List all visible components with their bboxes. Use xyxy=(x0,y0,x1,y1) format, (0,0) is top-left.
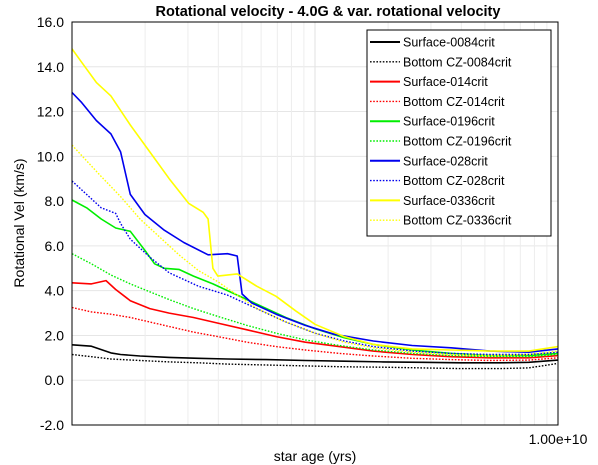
series-line-bottom-cz-0336crit xyxy=(71,144,559,357)
legend-label: Bottom CZ-028crit xyxy=(403,174,505,188)
legend-box xyxy=(366,29,552,237)
legend-label: Bottom CZ-0336crit xyxy=(403,214,512,228)
y-tick-label: 10.0 xyxy=(37,148,64,164)
legend-label: Surface-0336crit xyxy=(403,194,495,208)
y-axis-ticks: -2.0 0.0 2.0 4.0 6.0 8.0 10.0 12.0 14.0 16.0 xyxy=(37,14,64,433)
y-tick-label: 4.0 xyxy=(45,283,65,299)
series-line-surface-0336crit xyxy=(71,48,559,352)
legend-label: Surface-0084crit xyxy=(403,36,495,50)
y-tick-label: 12.0 xyxy=(37,104,64,120)
chart-title: Rotational velocity - 4.0G & var. rotati… xyxy=(156,4,501,20)
legend-label: Bottom CZ-0196crit xyxy=(403,135,512,149)
series-line-surface-014crit xyxy=(71,279,559,359)
legend-label: Surface-028crit xyxy=(403,154,488,168)
y-tick-label: 14.0 xyxy=(37,59,64,75)
y-axis-label: Rotational Vel (km/s) xyxy=(11,158,27,287)
series-lines xyxy=(71,48,559,370)
series-line-surface-0084crit xyxy=(71,344,559,364)
y-tick-label: 0.0 xyxy=(45,372,65,388)
y-tick-label: 6.0 xyxy=(45,238,65,254)
y-tick-label: 8.0 xyxy=(45,193,65,209)
y-tick-label: -2.0 xyxy=(40,417,64,433)
series-line-bottom-cz-028crit xyxy=(71,180,559,356)
y-tick-label: 2.0 xyxy=(45,327,65,343)
legend-label: Bottom CZ-0084crit xyxy=(403,55,512,69)
legend-label: Surface-0196crit xyxy=(403,115,495,129)
legend-label: Surface-014crit xyxy=(403,75,488,89)
legend-label: Bottom CZ-014crit xyxy=(403,95,505,109)
x-axis-label: star age (yrs) xyxy=(274,448,356,464)
legend: Surface-0084crit Bottom CZ-0084crit Surfac… xyxy=(366,29,552,237)
y-tick-label: 16.0 xyxy=(37,14,64,30)
series-line-surface-028crit xyxy=(71,91,559,354)
series-line-bottom-cz-0196crit xyxy=(71,253,559,358)
x-tick-label: 1.00e+10 xyxy=(529,431,588,447)
series-line-surface-0196crit xyxy=(71,199,559,357)
series-line-bottom-cz-014crit xyxy=(71,306,559,362)
plot-frame xyxy=(71,21,559,426)
